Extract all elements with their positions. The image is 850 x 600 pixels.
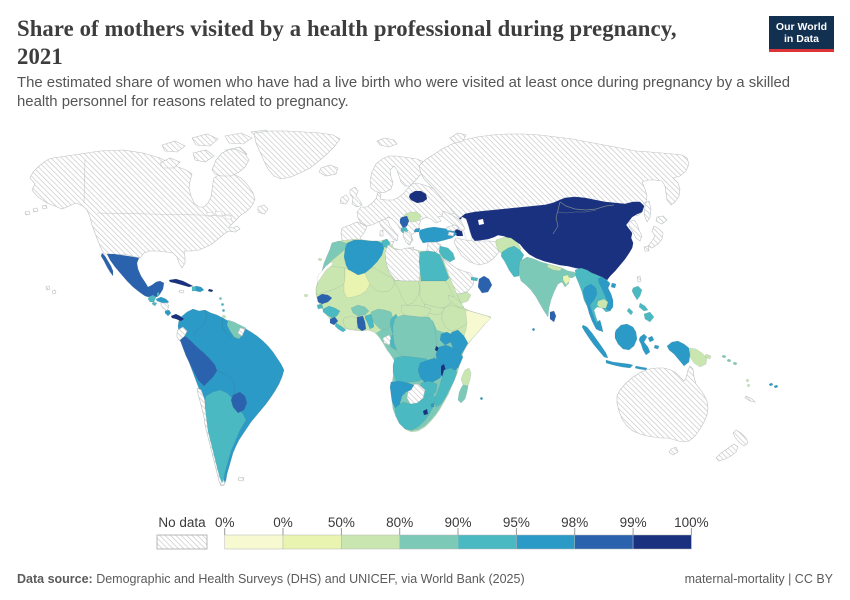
svg-text:80%: 80% [386, 515, 413, 530]
svg-text:95%: 95% [503, 515, 530, 530]
svg-text:50%: 50% [328, 515, 355, 530]
svg-text:90%: 90% [444, 515, 471, 530]
svg-text:0%: 0% [273, 515, 293, 530]
svg-text:99%: 99% [620, 515, 647, 530]
svg-text:98%: 98% [561, 515, 588, 530]
svg-text:No data: No data [158, 515, 206, 530]
svg-text:100%: 100% [674, 515, 709, 530]
svg-text:0%: 0% [215, 515, 235, 530]
